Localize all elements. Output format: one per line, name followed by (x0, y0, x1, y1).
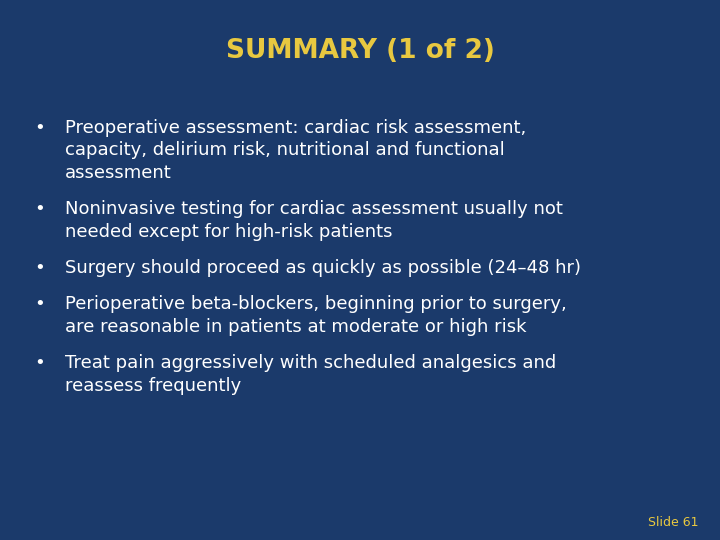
Text: •: • (35, 295, 45, 313)
Text: Surgery should proceed as quickly as possible (24–48 hr): Surgery should proceed as quickly as pos… (65, 259, 581, 277)
Text: capacity, delirium risk, nutritional and functional: capacity, delirium risk, nutritional and… (65, 141, 505, 159)
Text: Noninvasive testing for cardiac assessment usually not: Noninvasive testing for cardiac assessme… (65, 200, 562, 218)
Text: Treat pain aggressively with scheduled analgesics and: Treat pain aggressively with scheduled a… (65, 354, 556, 372)
Text: •: • (35, 354, 45, 372)
Text: •: • (35, 259, 45, 277)
Text: SUMMARY (1 of 2): SUMMARY (1 of 2) (225, 38, 495, 64)
Text: Perioperative beta-blockers, beginning prior to surgery,: Perioperative beta-blockers, beginning p… (65, 295, 567, 313)
Text: •: • (35, 119, 45, 137)
Text: needed except for high-risk patients: needed except for high-risk patients (65, 223, 392, 241)
Text: reassess frequently: reassess frequently (65, 377, 241, 395)
Text: assessment: assessment (65, 164, 171, 182)
Text: are reasonable in patients at moderate or high risk: are reasonable in patients at moderate o… (65, 318, 526, 336)
Text: Slide 61: Slide 61 (648, 516, 698, 529)
Text: •: • (35, 200, 45, 218)
Text: Preoperative assessment: cardiac risk assessment,: Preoperative assessment: cardiac risk as… (65, 119, 526, 137)
